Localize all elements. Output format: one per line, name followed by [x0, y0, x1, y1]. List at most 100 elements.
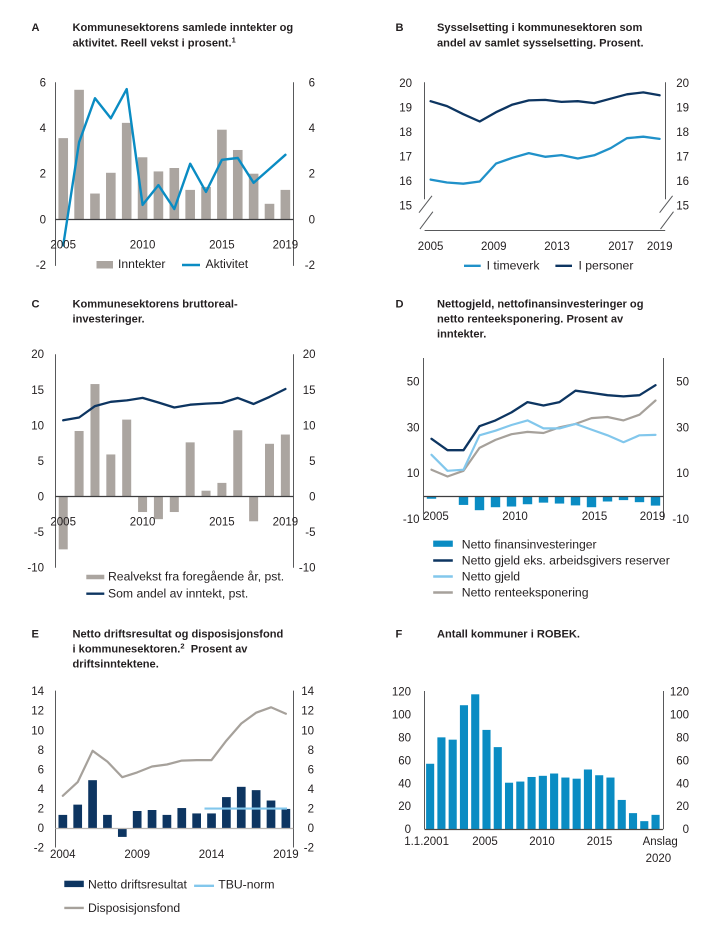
svg-text:0: 0 — [40, 214, 46, 226]
svg-text:2010: 2010 — [130, 517, 156, 529]
svg-text:TBU-norm: TBU-norm — [218, 878, 274, 892]
svg-text:2: 2 — [40, 169, 46, 181]
svg-text:-2: -2 — [304, 843, 314, 855]
svg-text:A: A — [32, 22, 40, 34]
svg-text:10: 10 — [31, 725, 44, 737]
svg-text:10: 10 — [31, 420, 44, 432]
svg-text:-2: -2 — [305, 260, 315, 272]
svg-text:Netto gjeld eks. arbeidsgivers: Netto gjeld eks. arbeidsgivers reserver — [462, 553, 670, 567]
svg-text:10: 10 — [303, 420, 316, 432]
svg-text:80: 80 — [398, 732, 411, 744]
svg-text:-10: -10 — [403, 514, 420, 526]
svg-text:Netto renteeksponering: Netto renteeksponering — [462, 585, 589, 599]
svg-text:12: 12 — [31, 706, 44, 718]
svg-text:I timeverk: I timeverk — [487, 258, 541, 272]
svg-text:F: F — [396, 629, 403, 641]
svg-text:2005: 2005 — [50, 239, 76, 251]
svg-text:Inntekter: Inntekter — [118, 257, 165, 271]
svg-text:Kommunesektorens samlede innte: Kommunesektorens samlede inntekter og — [73, 22, 294, 34]
svg-text:15: 15 — [676, 200, 689, 212]
svg-text:Netto driftsresultat og dispos: Netto driftsresultat og disposisjonsfond — [73, 629, 284, 641]
svg-text:15: 15 — [31, 385, 44, 397]
svg-text:2005: 2005 — [423, 511, 449, 523]
svg-text:20: 20 — [676, 801, 689, 813]
svg-text:120: 120 — [670, 686, 689, 698]
svg-text:-2: -2 — [36, 260, 46, 272]
svg-text:6: 6 — [309, 78, 315, 90]
svg-text:14: 14 — [301, 686, 314, 698]
svg-text:0: 0 — [683, 824, 689, 836]
svg-text:Nettogjeld, nettofinansinveste: Nettogjeld, nettofinansinvesteringer og — [437, 299, 644, 311]
svg-text:-10: -10 — [27, 563, 44, 575]
svg-text:2013: 2013 — [544, 241, 570, 253]
svg-text:8: 8 — [308, 745, 314, 757]
svg-text:Anslag: Anslag — [643, 836, 678, 848]
svg-text:14: 14 — [31, 686, 44, 698]
svg-text:0: 0 — [405, 824, 411, 836]
svg-text:20: 20 — [31, 349, 44, 361]
svg-text:2010: 2010 — [130, 239, 156, 251]
svg-text:17: 17 — [399, 151, 412, 163]
svg-text:2010: 2010 — [529, 836, 555, 848]
svg-text:2010: 2010 — [502, 511, 528, 523]
svg-text:investeringer.: investeringer. — [73, 314, 145, 326]
svg-text:100: 100 — [670, 709, 689, 721]
svg-text:16: 16 — [676, 176, 689, 188]
svg-text:2: 2 — [38, 804, 44, 816]
svg-text:40: 40 — [676, 778, 689, 790]
svg-text:20: 20 — [398, 801, 411, 813]
svg-text:2: 2 — [309, 169, 315, 181]
svg-text:15: 15 — [303, 385, 316, 397]
svg-text:120: 120 — [392, 686, 411, 698]
svg-text:100: 100 — [392, 709, 411, 721]
svg-text:Kommunesektorens bruttoreal-: Kommunesektorens bruttoreal- — [73, 299, 239, 311]
svg-text:10: 10 — [407, 468, 420, 480]
svg-text:-5: -5 — [34, 527, 44, 539]
svg-text:19: 19 — [399, 102, 412, 114]
svg-text:4: 4 — [38, 784, 45, 796]
svg-text:B: B — [396, 22, 404, 34]
svg-text:12: 12 — [301, 706, 314, 718]
svg-text:0: 0 — [308, 823, 314, 835]
svg-text:2020: 2020 — [646, 853, 672, 865]
svg-text:2015: 2015 — [209, 239, 235, 251]
svg-text:-10: -10 — [672, 514, 689, 526]
svg-text:2014: 2014 — [199, 849, 225, 861]
svg-text:60: 60 — [398, 755, 411, 767]
svg-text:20: 20 — [303, 349, 316, 361]
svg-text:6: 6 — [40, 78, 46, 90]
svg-text:2019: 2019 — [273, 239, 299, 251]
svg-text:4: 4 — [40, 123, 47, 135]
svg-text:2019: 2019 — [273, 517, 299, 529]
svg-text:E: E — [32, 629, 39, 641]
svg-text:2017: 2017 — [608, 241, 634, 253]
svg-text:Aktivitet: Aktivitet — [206, 257, 249, 271]
svg-text:80: 80 — [676, 732, 689, 744]
svg-text:C: C — [32, 299, 40, 311]
svg-text:2015: 2015 — [582, 511, 608, 523]
svg-text:Som andel av inntekt, pst.: Som andel av inntekt, pst. — [108, 586, 248, 600]
svg-text:2005: 2005 — [472, 836, 498, 848]
svg-text:2015: 2015 — [587, 836, 613, 848]
svg-text:18: 18 — [676, 127, 689, 139]
svg-text:15: 15 — [399, 200, 412, 212]
svg-text:i kommunesektoren.2 Prosent a: i kommunesektoren.2 Prosent av — [73, 642, 249, 656]
svg-text:0: 0 — [38, 823, 44, 835]
svg-text:40: 40 — [398, 778, 411, 790]
svg-text:10: 10 — [676, 468, 689, 480]
svg-text:4: 4 — [309, 123, 316, 135]
svg-text:2005: 2005 — [50, 517, 76, 529]
svg-text:D: D — [396, 299, 404, 311]
svg-text:18: 18 — [399, 127, 412, 139]
svg-text:20: 20 — [399, 78, 412, 90]
svg-text:2019: 2019 — [640, 511, 666, 523]
svg-text:Antall kommuner i ROBEK.: Antall kommuner i ROBEK. — [437, 629, 580, 641]
svg-text:-5: -5 — [305, 527, 315, 539]
svg-text:6: 6 — [308, 764, 314, 776]
svg-text:0: 0 — [309, 214, 315, 226]
svg-text:19: 19 — [676, 102, 689, 114]
svg-text:5: 5 — [38, 456, 44, 468]
svg-text:Netto gjeld: Netto gjeld — [462, 569, 520, 583]
svg-text:2004: 2004 — [50, 849, 76, 861]
svg-text:16: 16 — [399, 176, 412, 188]
